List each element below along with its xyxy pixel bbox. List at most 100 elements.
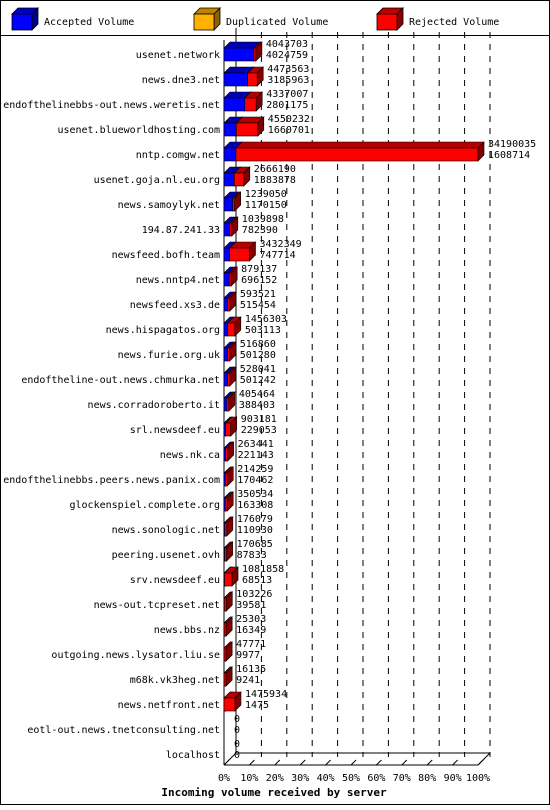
value-label-accepted: 16349 <box>236 625 266 636</box>
bar-segment <box>223 397 228 412</box>
bar-segment <box>223 247 230 262</box>
legend: Accepted Volume Duplicated Volume Rejected… <box>11 7 499 31</box>
category-label: news.bbs.nz <box>154 625 220 636</box>
x-tick <box>325 759 331 766</box>
bar-segment <box>223 97 246 112</box>
category-label: usenet.blueworldhosting.com <box>57 125 220 136</box>
category-label: news.netfront.net <box>118 700 220 711</box>
bar-side <box>230 416 238 437</box>
x-tick-label: 70% <box>393 773 411 784</box>
x-tick-label: 0% <box>218 773 230 784</box>
value-label-total: 170685 <box>237 539 273 550</box>
bar-segment <box>227 322 236 337</box>
category-label: news.sonologic.net <box>112 525 220 536</box>
category-label: news.hispagatos.org <box>106 325 220 336</box>
category-label: newsfeed.xs3.de <box>130 300 220 311</box>
value-label-total: 1475934 <box>245 689 287 700</box>
bar-segment <box>235 147 479 162</box>
bar-segment <box>223 297 229 312</box>
x-axis-title: Incoming volume received by server <box>161 786 387 799</box>
value-label-total: 4337007 <box>266 89 308 100</box>
value-label-accepted: 9241 <box>236 675 260 686</box>
category-labels: usenet.network news.dne3.net endofthelineb… <box>3 50 220 761</box>
x-tick <box>477 759 484 766</box>
value-label-accepted: 1608714 <box>488 150 530 161</box>
value-label-accepted: 696152 <box>241 275 277 286</box>
value-label-total: 16135 <box>236 664 266 675</box>
value-label-total: 103226 <box>236 589 272 600</box>
bar-side <box>243 166 251 187</box>
value-label-total: 405464 <box>239 389 275 400</box>
bar-side <box>255 91 263 112</box>
category-label: usenet.network <box>136 50 220 61</box>
bar-side <box>229 341 237 362</box>
bar-side <box>226 491 234 512</box>
x-tick <box>249 759 255 766</box>
value-label-accepted: 9977 <box>236 650 260 661</box>
value-label-total: 879137 <box>241 264 277 275</box>
value-label-total: 4473563 <box>267 64 309 75</box>
bars <box>223 41 485 712</box>
bar-side <box>227 441 234 462</box>
value-label-accepted: 0 <box>234 750 240 761</box>
category-label: nntp.comgw.net <box>136 150 220 161</box>
bar-side <box>225 591 233 612</box>
category-label: eotl-out.news.tnetconsulting.net <box>27 725 220 736</box>
bar-segment <box>223 122 237 137</box>
value-label-accepted: 110930 <box>237 525 273 536</box>
category-label: peering.usenet.ovh <box>112 550 220 561</box>
value-label-total: 4043703 <box>266 39 308 50</box>
value-label-accepted: 68513 <box>242 575 272 586</box>
x-tick-label: 100% <box>466 773 490 784</box>
bar-side <box>230 266 238 287</box>
bar-segment <box>223 72 248 87</box>
x-tick <box>350 759 357 766</box>
x-tick-label: 30% <box>291 773 309 784</box>
value-label-accepted: 501242 <box>240 375 276 386</box>
x-tick-label: 20% <box>266 773 284 784</box>
value-label-accepted: 3185963 <box>267 75 309 86</box>
value-label-accepted: 503113 <box>245 325 281 336</box>
value-label-total: 1239050 <box>245 189 287 200</box>
value-label-total: 2666190 <box>254 164 296 175</box>
bar-side <box>255 41 263 62</box>
category-label: news.corradoroberto.it <box>88 400 220 411</box>
category-label: news.nntp4.net <box>136 275 220 286</box>
bar-segment <box>223 697 236 712</box>
value-label-accepted: 163308 <box>237 500 273 511</box>
value-label-accepted: 515454 <box>240 300 276 311</box>
tick-labels: 0% 10% 20% 30% 40% 50% 60% 70% 80% 90% 100% <box>218 773 490 784</box>
category-label: news.dne3.net <box>142 75 220 86</box>
value-label-accepted: 229053 <box>241 425 277 436</box>
legend-swatch <box>193 13 215 31</box>
bar-side <box>234 691 242 712</box>
category-label: news.furie.org.uk <box>118 350 220 361</box>
value-label-total: 0 <box>234 714 240 725</box>
value-label-total: 1456303 <box>245 314 287 325</box>
category-label: news.nk.ca <box>160 450 220 461</box>
bar-segment <box>229 247 250 262</box>
bar-side <box>256 66 264 87</box>
value-label-total: 1081858 <box>242 564 284 575</box>
bar-segment <box>224 572 233 587</box>
bar-segment <box>223 322 229 337</box>
value-label-accepted: 388403 <box>239 400 275 411</box>
value-label-total: 4550232 <box>268 114 310 125</box>
value-label-accepted: 2801175 <box>266 100 308 111</box>
value-label-total: 47771 <box>236 639 266 650</box>
bar-segment <box>244 97 257 112</box>
category-label: srv.newsdeef.eu <box>130 575 220 586</box>
category-label: outgoing.news.lysator.liu.se <box>51 650 220 661</box>
value-label-accepted: 747714 <box>259 250 295 261</box>
value-label-total: 528041 <box>240 364 276 375</box>
value-label-accepted: 1475 <box>245 700 269 711</box>
bar-side <box>225 616 233 637</box>
bar-side <box>249 241 256 262</box>
value-label-accepted: 39581 <box>236 600 266 611</box>
x-tick <box>274 759 281 766</box>
category-label: glockenspiel.complete.org <box>69 500 220 511</box>
x-tick <box>223 759 230 766</box>
bar-side <box>228 391 236 412</box>
value-label-total: 263441 <box>238 439 274 450</box>
